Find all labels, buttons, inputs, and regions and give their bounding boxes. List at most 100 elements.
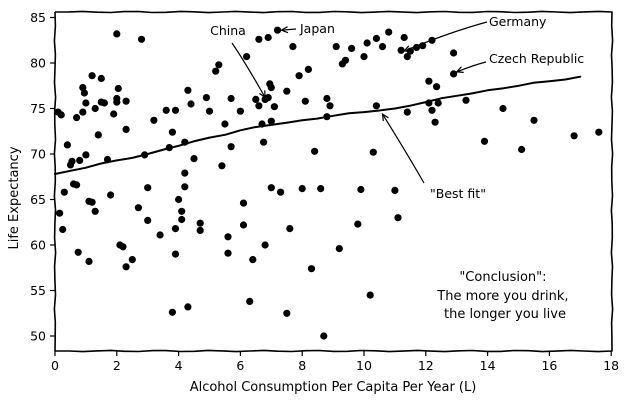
data-point	[171, 225, 180, 233]
data-point	[59, 225, 67, 234]
annotation-arrow	[456, 61, 487, 73]
data-point	[394, 214, 402, 222]
data-point	[258, 120, 266, 128]
data-point	[264, 94, 272, 102]
data-point	[76, 156, 84, 164]
data-point	[341, 56, 350, 64]
data-point	[267, 117, 275, 125]
y-axis-title: Life Expectancy	[7, 146, 22, 249]
data-point	[252, 95, 260, 103]
annotation-label: Czech Republic	[489, 51, 584, 66]
data-point	[480, 137, 489, 145]
data-point	[518, 145, 526, 154]
data-point	[184, 86, 192, 94]
data-point	[530, 116, 538, 124]
annotation-arrowhead	[259, 90, 266, 99]
data-point	[260, 138, 268, 146]
conclusion-text: "Conclusion": The more you drink, the lo…	[436, 270, 572, 322]
annotation-arrowhead	[381, 112, 389, 122]
data-point	[221, 120, 229, 128]
data-point	[128, 256, 136, 264]
axis-ticks: 0 2 4 6 8 10 12 14 16 18 50 55 60 65 70 75 80 85	[30, 10, 619, 373]
data-point	[433, 83, 441, 91]
annotation-arrow	[403, 21, 488, 52]
data-point	[267, 84, 275, 92]
data-point	[357, 185, 365, 194]
plot-frame	[53, 10, 614, 353]
data-point	[73, 114, 81, 122]
data-point	[255, 35, 263, 43]
data-point	[162, 106, 170, 114]
data-point	[181, 183, 189, 191]
data-point	[304, 65, 312, 73]
data-point	[196, 219, 204, 227]
y-tick-label: 75	[30, 101, 46, 116]
data-point	[134, 204, 142, 212]
conclusion-line-1: "Conclusion":	[459, 270, 546, 285]
data-point	[79, 84, 87, 92]
data-point	[122, 125, 130, 133]
data-point	[144, 184, 152, 192]
data-point	[425, 99, 433, 107]
data-point	[175, 195, 183, 204]
x-tick-label: 2	[113, 358, 121, 373]
data-point	[60, 188, 68, 196]
data-point	[289, 43, 297, 51]
data-point	[428, 106, 436, 114]
data-point	[249, 256, 257, 264]
data-point	[273, 26, 282, 34]
data-point	[215, 61, 223, 69]
x-tick-label: 18	[603, 358, 619, 373]
data-point	[403, 53, 411, 61]
y-tick-label: 85	[30, 10, 46, 25]
data-point	[301, 97, 309, 105]
data-point	[255, 102, 263, 110]
annotation-label: Germany	[489, 14, 547, 29]
data-point	[82, 151, 90, 159]
data-point	[595, 128, 603, 136]
data-point	[156, 231, 164, 239]
data-point	[74, 248, 82, 256]
data-point	[97, 74, 105, 83]
data-point	[85, 257, 93, 265]
data-point	[212, 67, 220, 75]
data-point	[385, 28, 393, 36]
data-point	[332, 43, 340, 51]
best-fit-line	[54, 75, 582, 175]
data-point	[317, 185, 325, 193]
data-point	[57, 111, 65, 119]
data-point	[354, 220, 362, 228]
annotations: China Japan Germany Czech Republic "Best fit…	[210, 14, 584, 201]
data-point	[450, 49, 458, 57]
data-point	[323, 113, 331, 121]
data-points	[54, 26, 603, 340]
data-point	[68, 157, 76, 165]
data-point	[307, 265, 316, 273]
data-point	[239, 221, 248, 229]
data-point	[103, 155, 112, 164]
data-point	[403, 108, 411, 116]
data-point	[261, 241, 269, 249]
annotation-arrow	[231, 42, 266, 98]
data-point	[119, 243, 127, 251]
data-point	[499, 104, 507, 113]
data-point	[122, 97, 130, 105]
data-point	[224, 233, 232, 241]
data-point	[366, 291, 374, 299]
y-tick-label: 60	[30, 238, 46, 253]
data-point	[425, 77, 433, 85]
data-point	[372, 102, 380, 110]
annotation-arrowhead	[280, 26, 289, 34]
data-point	[88, 72, 96, 80]
data-point	[227, 143, 235, 151]
data-point	[82, 99, 90, 107]
data-point	[283, 309, 291, 317]
data-point	[224, 249, 232, 257]
data-point	[100, 99, 108, 107]
data-point	[171, 250, 180, 258]
data-point	[165, 144, 173, 152]
data-point	[462, 96, 470, 104]
data-point	[227, 94, 235, 103]
data-point	[360, 53, 368, 61]
data-point	[450, 70, 458, 78]
